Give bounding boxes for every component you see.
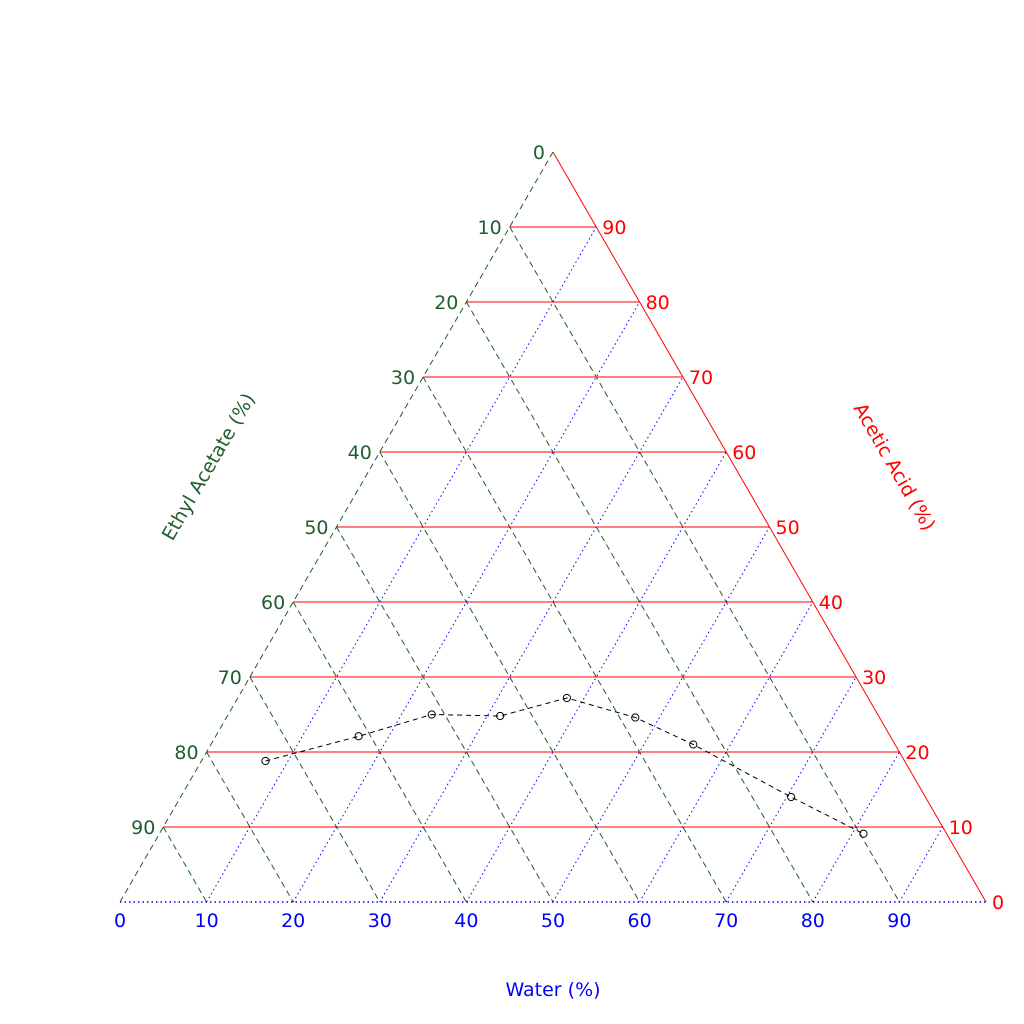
left-tick-label: 0 xyxy=(533,142,545,164)
series-line xyxy=(265,697,864,835)
bottom-tick-label: 20 xyxy=(281,910,305,932)
right-tick-label: 40 xyxy=(819,592,843,614)
data-point xyxy=(562,693,571,703)
right-tick-label: 20 xyxy=(905,742,929,764)
data-point xyxy=(261,756,270,766)
right-tick-label: 0 xyxy=(992,892,1004,914)
grid-line-water-80 xyxy=(812,751,900,903)
right-tick-label: 10 xyxy=(949,817,973,839)
grid-layer xyxy=(162,226,944,903)
grid-line-water-20 xyxy=(292,301,641,903)
right-tick-label: 80 xyxy=(646,292,670,314)
grid-line-ethyl-10 xyxy=(509,226,900,903)
tick-labels: 0 10 20 30 40 50 60 70 80 90 0 10 20 30 40 50 60 70 80 90 0 1… xyxy=(114,142,1004,932)
grid-line-ethyl-70 xyxy=(249,676,381,903)
grid-line-water-30 xyxy=(379,376,684,903)
grid-line-ethyl-30 xyxy=(422,376,727,903)
grid-line-water-70 xyxy=(725,676,857,903)
bottom-axis-title: Water (%) xyxy=(505,979,600,1001)
right-tick-label: 50 xyxy=(776,517,800,539)
right-axis-line xyxy=(552,151,987,903)
left-tick-label: 30 xyxy=(391,367,415,389)
left-tick-label: 10 xyxy=(478,217,502,239)
grid-line-water-10 xyxy=(206,226,597,903)
bottom-tick-label: 0 xyxy=(114,910,126,932)
bottom-tick-label: 70 xyxy=(714,910,738,932)
bottom-tick-label: 30 xyxy=(368,910,392,932)
bottom-tick-label: 60 xyxy=(628,910,652,932)
grid-line-ethyl-80 xyxy=(206,751,294,903)
left-axis-line xyxy=(119,151,554,903)
grid-line-ethyl-20 xyxy=(465,301,814,903)
data-point xyxy=(427,710,436,719)
left-tick-label: 70 xyxy=(218,667,242,689)
left-tick-label: 40 xyxy=(348,442,372,464)
data-point xyxy=(787,792,796,802)
bottom-tick-label: 40 xyxy=(454,910,478,932)
triangle-frame xyxy=(119,151,987,903)
grid-line-water-90 xyxy=(898,826,944,903)
bottom-tick-label: 90 xyxy=(887,910,911,932)
data-point xyxy=(859,829,868,838)
left-tick-label: 90 xyxy=(131,817,155,839)
data-point xyxy=(354,732,363,741)
bottom-tick-label: 50 xyxy=(541,910,565,932)
grid-line-ethyl-60 xyxy=(292,601,467,903)
left-axis-title: Ethyl Acetate (%) xyxy=(158,390,260,545)
right-tick-label: 90 xyxy=(602,217,626,239)
grid-line-ethyl-90 xyxy=(162,826,208,903)
right-axis-title: Acetic Acid (%) xyxy=(849,399,940,534)
data-point xyxy=(631,713,640,722)
right-tick-label: 70 xyxy=(689,367,713,389)
left-tick-label: 20 xyxy=(434,292,458,314)
bottom-tick-label: 80 xyxy=(801,910,825,932)
grid-line-ethyl-50 xyxy=(336,526,554,903)
data-point xyxy=(496,711,505,721)
left-tick-label: 60 xyxy=(261,592,285,614)
data-series xyxy=(261,693,868,838)
left-tick-label: 50 xyxy=(304,517,328,539)
right-tick-label: 60 xyxy=(732,442,756,464)
grid-line-water-50 xyxy=(552,526,770,903)
grid-line-water-60 xyxy=(639,601,814,903)
data-point xyxy=(689,740,698,749)
left-tick-label: 80 xyxy=(174,742,198,764)
right-tick-label: 30 xyxy=(862,667,886,689)
bottom-tick-label: 10 xyxy=(195,910,219,932)
